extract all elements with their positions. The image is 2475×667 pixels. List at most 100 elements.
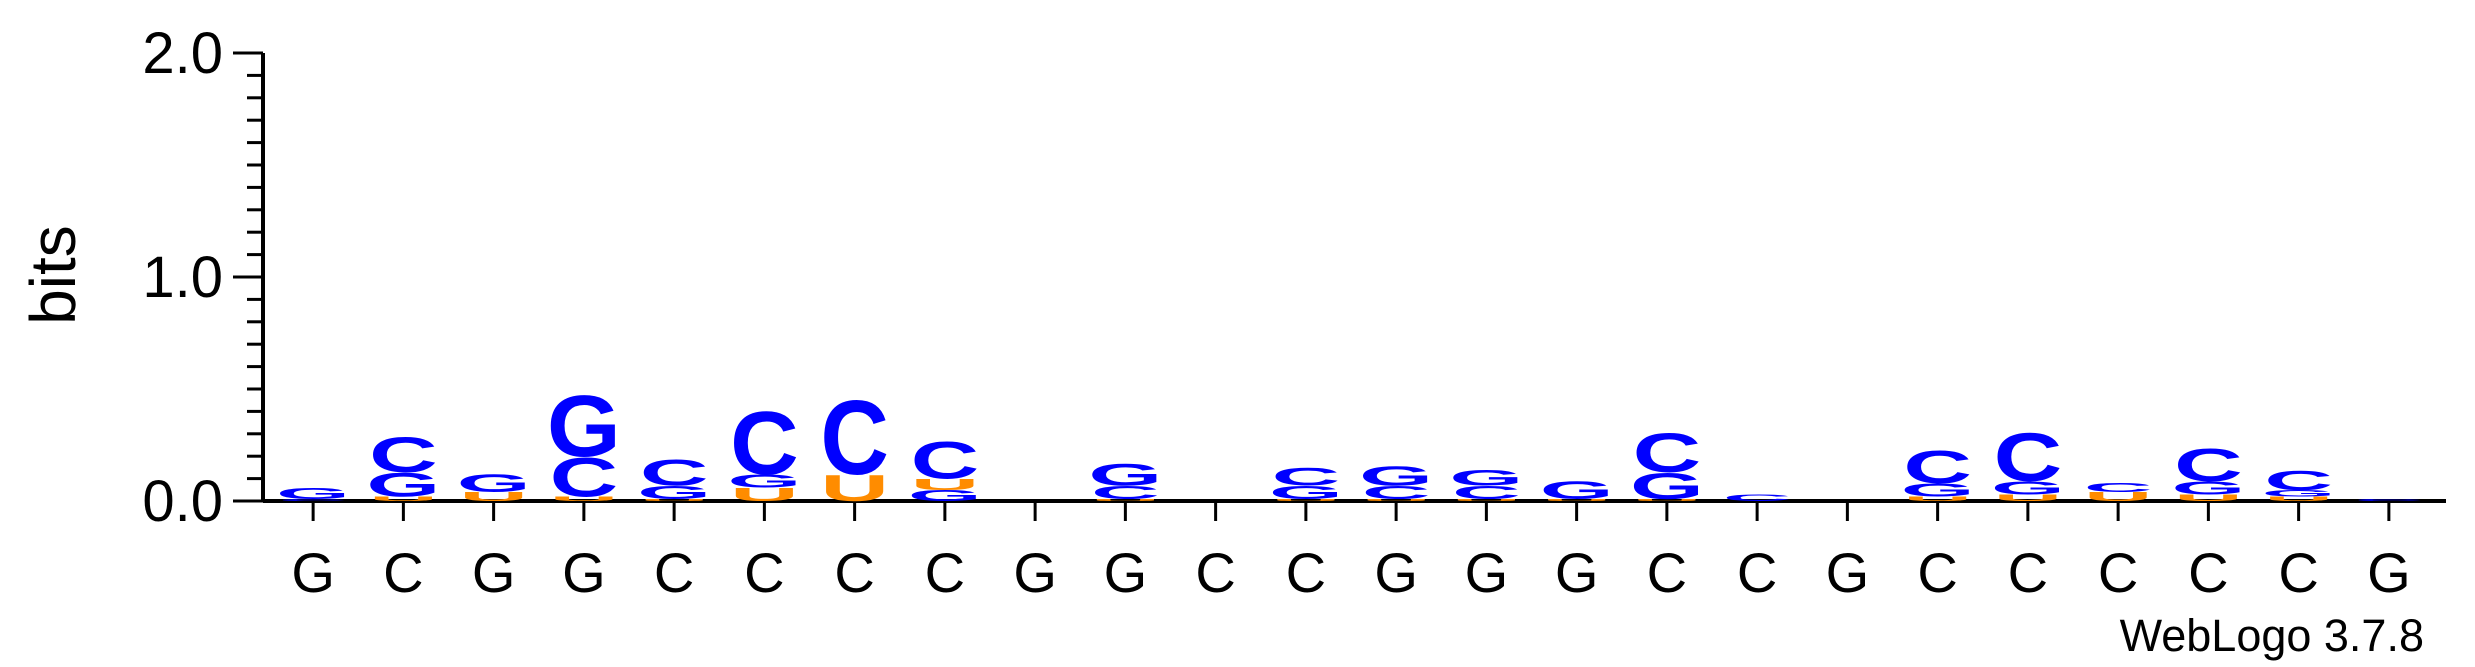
letter-stack: UC — [820, 379, 889, 509]
stack-letter-G: G — [1088, 457, 1162, 492]
stack-letter-U: U — [2084, 490, 2153, 504]
x-tick-label: C — [1195, 541, 1235, 604]
x-tick-label: C — [834, 541, 874, 604]
stack-letter-G: G — [2262, 488, 2336, 498]
stack-letter-U: U — [1272, 498, 1341, 501]
letter-stack: UCG — [547, 378, 621, 509]
letter-stack: UG — [457, 469, 531, 503]
stack-letter-U: U — [1542, 498, 1611, 501]
x-tick-label: G — [2367, 541, 2411, 604]
letter-stack: UGC — [637, 452, 711, 503]
stack-letter-U: U — [730, 484, 799, 505]
stack-letter-G: G — [1449, 466, 1523, 490]
stack-letter-G: G — [547, 378, 621, 475]
stack-letter-C: C — [2084, 481, 2153, 495]
letter-stack: UGC — [1269, 463, 1343, 503]
x-tick-label: G — [562, 541, 606, 604]
letter-stack: UGC — [366, 427, 440, 504]
letter-stack: UGC — [727, 392, 801, 505]
stack-letter-C: C — [369, 427, 438, 483]
stack-letter-G: G — [366, 466, 440, 504]
x-tick-label: C — [2098, 541, 2138, 604]
stack-letter-G: G — [457, 469, 531, 497]
x-tick-label: G — [1826, 541, 1870, 604]
stack-letter-G: G — [637, 482, 711, 503]
stack-letter-U: U — [1994, 493, 2063, 503]
stack-letter-U: U — [1452, 498, 1521, 501]
x-tick-label: G — [1555, 541, 1599, 604]
stack-letter-U: U — [550, 495, 619, 502]
stack-letter-C: C — [1272, 463, 1341, 491]
stack-letter-C: C — [2355, 498, 2424, 501]
letter-stack: C — [1723, 493, 1792, 503]
stack-letter-G: G — [2171, 477, 2245, 498]
x-tick-label: C — [2278, 541, 2318, 604]
y-tick-label: 1.0 — [142, 245, 223, 310]
stack-letter-C: C — [1994, 419, 2063, 496]
stack-letter-C: C — [550, 446, 619, 509]
stack-letter-G: G — [1901, 480, 1975, 501]
letter-stack: UGC — [1991, 419, 2065, 503]
x-tick-label: C — [925, 541, 965, 604]
letter-stack: UCG — [1359, 460, 1433, 503]
stack-letter-C: C — [911, 431, 980, 490]
x-tick-label: C — [654, 541, 694, 604]
stack-letter-U: U — [1362, 498, 1431, 501]
stack-letter-C: C — [1452, 482, 1521, 503]
stack-letter-U: U — [369, 495, 438, 502]
letter-stack: CG — [276, 485, 350, 502]
stack-letter-U: U — [820, 468, 889, 509]
letter-stack: UC — [2084, 481, 2153, 504]
stack-letter-U: U — [1091, 498, 1160, 501]
axes: 0.0 1.0 2.0 — [142, 21, 2446, 534]
x-tick-label: G — [472, 541, 516, 604]
stack-letter-G: G — [727, 471, 801, 492]
stack-letter-C: C — [1362, 482, 1431, 503]
letter-stack: UGC — [1901, 441, 1975, 503]
x-tick-label: C — [744, 541, 784, 604]
stack-letter-C: C — [640, 452, 709, 493]
stack-letter-G: G — [1540, 476, 1614, 504]
stack-letter-U: U — [640, 498, 709, 501]
x-tick-label: C — [383, 541, 423, 604]
stack-letter-U: U — [911, 476, 980, 493]
x-tick-label: G — [1374, 541, 1418, 604]
x-tick-label: G — [1465, 541, 1509, 604]
stack-letter-U: U — [1903, 495, 1972, 502]
stack-letter-G: G — [1269, 482, 1343, 503]
letter-stack: UGC — [2171, 438, 2245, 503]
letter-stack: UG — [1540, 476, 1614, 504]
stack-letter-C: C — [1091, 482, 1160, 503]
x-tick-label: G — [1104, 541, 1148, 604]
stack-letter-G: G — [1359, 460, 1433, 491]
stack-letter-U: U — [2264, 495, 2333, 502]
stack-letter-C: C — [279, 498, 348, 501]
stack-letter-G: G — [1991, 477, 2065, 498]
stack-letter-C: C — [1633, 421, 1702, 484]
stack-letter-C: C — [730, 392, 799, 493]
y-tick-label: 0.0 — [142, 469, 223, 534]
x-tick-label: G — [1013, 541, 1057, 604]
stack-letter-C: C — [1723, 493, 1792, 503]
x-tick-label: C — [1647, 541, 1687, 604]
stack-letter-G: G — [908, 487, 982, 504]
letter-stack: UCG — [1088, 457, 1162, 503]
stack-letter-U: U — [459, 490, 528, 504]
y-tick-label: 2.0 — [142, 21, 223, 86]
stack-letter-U: U — [2174, 493, 2243, 503]
weblogo-credit: WebLogo 3.7.8 — [2120, 610, 2424, 661]
x-tick-label: C — [1917, 541, 1957, 604]
x-tick-label: G — [291, 541, 335, 604]
stack-letter-C: C — [1903, 441, 1972, 493]
x-tick-label: C — [1286, 541, 1326, 604]
x-tick-label: C — [2188, 541, 2228, 604]
letter-stack: UGC — [1630, 421, 1704, 507]
stack-letter-G: G — [276, 485, 350, 502]
letter-stack: GUC — [908, 431, 982, 504]
stack-letter-G: G — [1630, 466, 1704, 507]
stack-letter-U: U — [1633, 498, 1702, 501]
letter-stack: UCG — [1449, 466, 1523, 503]
